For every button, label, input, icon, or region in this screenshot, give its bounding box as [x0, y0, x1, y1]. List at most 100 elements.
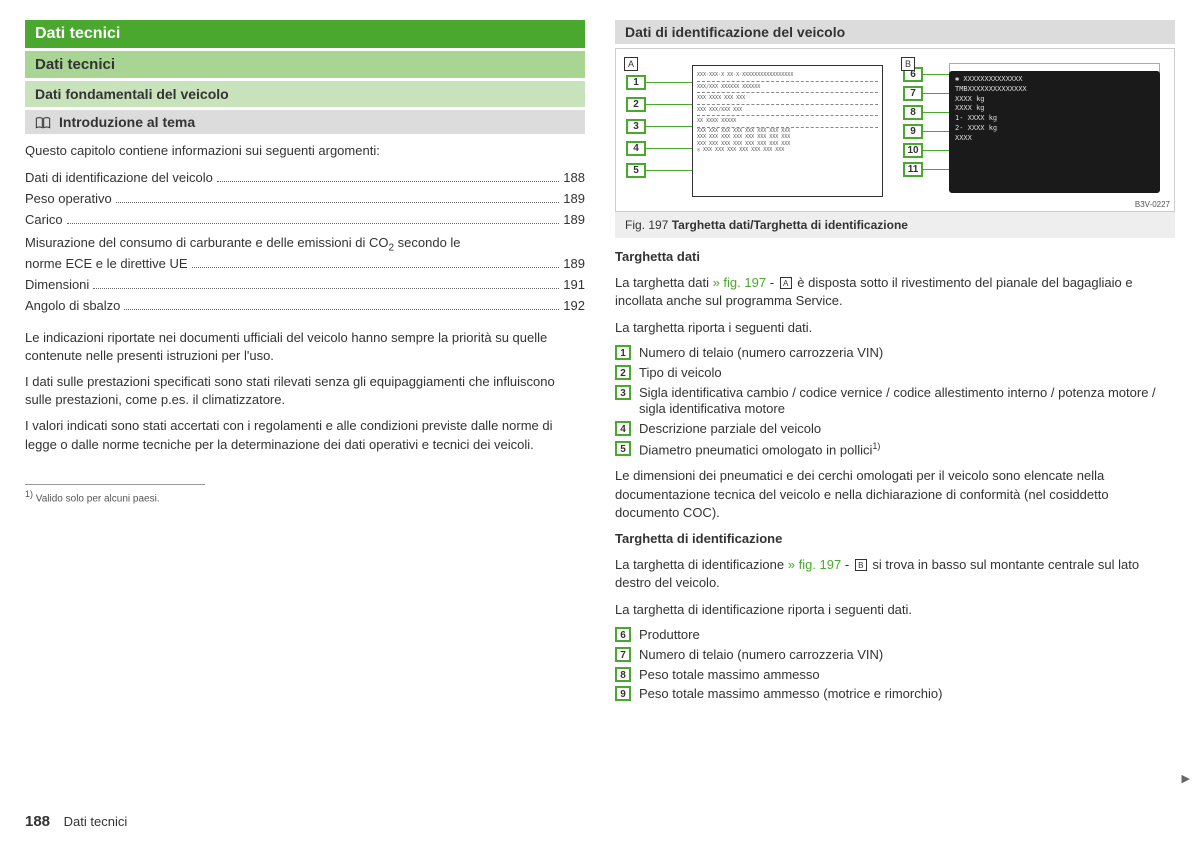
sec1-dash: - [766, 275, 778, 290]
legend-row: 8 Peso totale massimo ammesso [615, 667, 1175, 684]
toc-row: Carico189 [25, 210, 585, 231]
figure-panel-a: A 1 2 3 4 5 XXX·XXX·X XX·X·XXXXXXXXXXXXXXXXX… [622, 55, 891, 205]
fig-link-2[interactable]: » fig. 197 [788, 557, 842, 572]
letter-box-a: A [780, 277, 792, 289]
footnote: 1) Valido solo per alcuni paesi. [25, 489, 585, 504]
right-column: Dati di identificazione del veicolo A 1 2… [615, 20, 1175, 706]
callout-10: 10 [903, 143, 923, 158]
toc-row: Misurazione del consumo di carburante e … [25, 235, 585, 275]
callout-4: 4 [626, 141, 646, 156]
toc-row: Dimensioni191 [25, 275, 585, 296]
footnote-divider [25, 484, 205, 485]
data-plate-a: XXX·XXX·X XX·X·XXXXXXXXXXXXXXXXXXXX/XXX … [692, 65, 883, 197]
legend-number-box: 7 [615, 647, 631, 662]
legend-number-box: 5 [615, 441, 631, 456]
callout-9: 9 [903, 124, 923, 139]
heading-level1: Dati tecnici [25, 20, 585, 48]
table-of-contents: Dati di identificazione del veicolo188Pe… [25, 168, 585, 316]
book-icon [35, 116, 51, 128]
plate-a-row: ◎ XXX XXX XXX XXX XXX XXX XXX [697, 147, 878, 154]
legend-number-box: 9 [615, 686, 631, 701]
legend-row: 1 Numero di telaio (numero carrozzeria VI… [615, 345, 1175, 362]
legend-text: Descrizione parziale del veicolo [639, 421, 1175, 438]
legend-row: 6 Produttore [615, 627, 1175, 644]
legend-text: Numero di telaio (numero carrozzeria VIN… [639, 647, 1175, 664]
intro-text: Questo capitolo contiene informazioni su… [25, 142, 585, 160]
figure-197: A 1 2 3 4 5 XXX·XXX·X XX·X·XXXXXXXXXXXXXXXXX… [615, 48, 1175, 212]
callout-2: 2 [626, 97, 646, 112]
panel-a-label: A [624, 57, 638, 71]
paragraph-1: Le indicazioni riportate nei documenti u… [25, 329, 585, 365]
legend-text: Peso totale massimo ammesso [639, 667, 1175, 684]
plate-a-row: XXX/XXX XXXXXX XXXXXX [697, 82, 878, 94]
section1-paragraph: Le dimensioni dei pneumatici e dei cerch… [615, 467, 1175, 522]
fig-link[interactable]: » fig. 197 [713, 275, 767, 290]
legend-number-box: 2 [615, 365, 631, 380]
continue-arrow-icon: ▶ [1182, 772, 1190, 785]
legend-text: Produttore [639, 627, 1175, 644]
letter-box-b: B [855, 559, 867, 571]
toc-row: Dati di identificazione del veicolo188 [25, 168, 585, 189]
plate-a-row: XXX·XXX·X XX·X·XXXXXXXXXXXXXXXXX [697, 70, 878, 82]
plate-b-row: XXXX kg [955, 104, 1154, 114]
legend-text: Peso totale massimo ammesso (motrice e r… [639, 686, 1175, 703]
callout-3: 3 [626, 119, 646, 134]
toc-row: Peso operativo189 [25, 189, 585, 210]
legend-b: 6 Produttore 7 Numero di telaio (numero car… [615, 627, 1175, 704]
figure-number: Fig. 197 [625, 218, 668, 232]
heading-level3: Dati fondamentali del veicolo [25, 81, 585, 107]
sec2-text-a: La targhetta di identificazione [615, 557, 788, 572]
sec1-text-a: La targhetta dati [615, 275, 713, 290]
legend-row: 9 Peso totale massimo ammesso (motrice e … [615, 686, 1175, 703]
plate-a-row: XXX XXXX XXX XXX [697, 93, 878, 105]
legend-text: Diametro pneumatici omologato in pollici… [639, 441, 1175, 459]
callout-1: 1 [626, 75, 646, 90]
figure-caption-text: Targhetta dati/Targhetta di identificazi… [672, 218, 908, 232]
section1-title: Targhetta dati [615, 248, 1175, 266]
legend-row: 4Descrizione parziale del veicolo [615, 421, 1175, 438]
right-heading: Dati di identificazione del veicolo [615, 20, 1175, 44]
callouts-b: 67891011 [903, 67, 923, 177]
callouts-a: 1 2 3 4 5 [626, 75, 646, 178]
panel-b-label: B [901, 57, 915, 71]
callout-5: 5 [626, 163, 646, 178]
legend-text: Tipo di veicolo [639, 365, 1175, 382]
paragraph-2: I dati sulle prestazioni specificati son… [25, 373, 585, 409]
section2-title: Targhetta di identificazione [615, 530, 1175, 548]
legend-number-box: 8 [615, 667, 631, 682]
section2-line2: La targhetta di identificazione riporta … [615, 601, 1175, 619]
data-plate-b: ✱ XXXXXXXXXXXXXXTMBXXXXXXXXXXXXXX XXXX k… [949, 71, 1160, 193]
plate-b-row: XXXX [955, 134, 1154, 144]
section1-line2: La targhetta riporta i seguenti dati. [615, 319, 1175, 337]
heading-level2: Dati tecnici [25, 51, 585, 78]
plate-b-row: ✱ XXXXXXXXXXXXXX [955, 75, 1154, 85]
intro-header-text: Introduzione al tema [59, 114, 195, 130]
left-column: Dati tecnici Dati tecnici Dati fondament… [25, 20, 585, 706]
section1-line1: La targhetta dati » fig. 197 - A è dispo… [615, 274, 1175, 310]
figure-caption: Fig. 197 Targhetta dati/Targhetta di ide… [615, 212, 1175, 238]
figure-code: B3V-0227 [1135, 200, 1170, 209]
plate-b-row: 2- XXXX kg [955, 124, 1154, 134]
footer-section: Dati tecnici [64, 814, 128, 829]
legend-row: 5 Diametro pneumatici omologato in pollic… [615, 441, 1175, 459]
legend-number-box: 1 [615, 345, 631, 360]
plate-b-row: XXXX kg [955, 95, 1154, 105]
callout-11: 11 [903, 162, 923, 177]
legend-row: 7 Numero di telaio (numero carrozzeria VI… [615, 647, 1175, 664]
legend-a: 1 Numero di telaio (numero carrozzeria VI… [615, 345, 1175, 460]
toc-row: Angolo di sbalzo192 [25, 296, 585, 317]
legend-text: Numero di telaio (numero carrozzeria VIN… [639, 345, 1175, 362]
footnote-mark: 1) [25, 489, 33, 499]
sec2-dash: - [841, 557, 853, 572]
legend-row: 3Sigla identificativa cambio / codice ve… [615, 385, 1175, 419]
paragraph-3: I valori indicati sono stati accertati c… [25, 417, 585, 453]
callout-7: 7 [903, 86, 923, 101]
callout-8: 8 [903, 105, 923, 120]
page-footer: 188 Dati tecnici [25, 813, 127, 830]
legend-number-box: 6 [615, 627, 631, 642]
legend-text: Sigla identificativa cambio / codice ver… [639, 385, 1175, 419]
section2-line1: La targhetta di identificazione » fig. 1… [615, 556, 1175, 592]
figure-panel-b: B 67891011 ✱ XXXXXXXXXXXXXXTMBXXXXXXXXXX… [899, 55, 1168, 205]
page-number: 188 [25, 813, 50, 830]
plate-a-row: XXX XXX/XXX XXX [697, 105, 878, 117]
